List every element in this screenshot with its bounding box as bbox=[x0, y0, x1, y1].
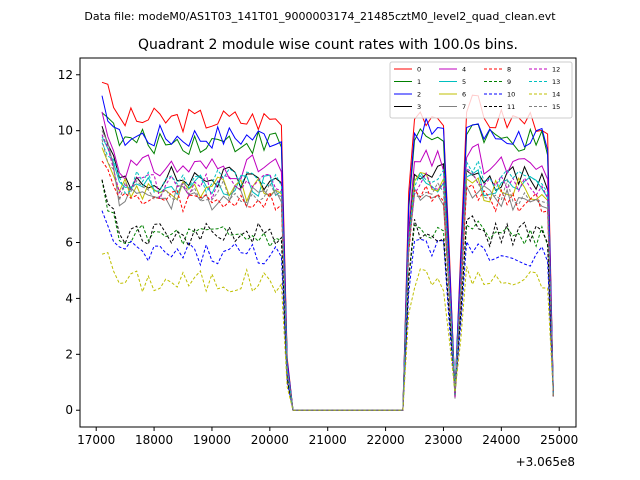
legend-label-11: 11 bbox=[507, 103, 515, 111]
series-line-0 bbox=[101, 81, 554, 411]
x-tick-label: 23000 bbox=[424, 433, 462, 447]
legend-label-6: 6 bbox=[462, 91, 466, 99]
series-line-3 bbox=[101, 125, 554, 411]
legend-label-0: 0 bbox=[417, 66, 421, 74]
series-line-2 bbox=[101, 95, 554, 411]
y-axis: 0 2 4 6 8 10 12 bbox=[58, 68, 80, 417]
x-tick-label: 21000 bbox=[309, 433, 347, 447]
x-offset-label: +3.065e8 bbox=[516, 455, 575, 469]
x-tick-label: 24000 bbox=[482, 433, 520, 447]
series-line-14 bbox=[101, 251, 554, 411]
x-tick-label: 18000 bbox=[135, 433, 173, 447]
y-tick-label: 12 bbox=[58, 68, 73, 82]
y-tick-label: 4 bbox=[65, 291, 73, 305]
series-line-4 bbox=[101, 111, 554, 411]
series-line-12 bbox=[101, 134, 554, 411]
x-tick-label: 17000 bbox=[77, 433, 115, 447]
plot-area bbox=[101, 81, 554, 411]
legend-label-9: 9 bbox=[507, 78, 511, 86]
legend-label-14: 14 bbox=[552, 91, 560, 99]
y-tick-label: 6 bbox=[65, 236, 73, 250]
legend-label-2: 2 bbox=[417, 91, 421, 99]
y-tick-label: 2 bbox=[65, 347, 73, 361]
series-line-11 bbox=[101, 179, 554, 411]
legend-label-4: 4 bbox=[462, 66, 466, 74]
x-tick-label: 19000 bbox=[193, 433, 231, 447]
series-line-15 bbox=[101, 139, 554, 411]
legend-label-7: 7 bbox=[462, 103, 466, 111]
y-tick-label: 0 bbox=[65, 403, 73, 417]
legend-label-15: 15 bbox=[552, 103, 560, 111]
y-tick-label: 8 bbox=[65, 180, 73, 194]
legend-box bbox=[389, 61, 573, 119]
series-line-8 bbox=[101, 160, 554, 411]
x-tick-label: 22000 bbox=[366, 433, 404, 447]
x-tick-label: 25000 bbox=[540, 433, 578, 447]
chart-title: Quadrant 2 module wise count rates with … bbox=[138, 37, 518, 53]
legend-label-13: 13 bbox=[552, 78, 560, 86]
legend-label-10: 10 bbox=[507, 91, 515, 99]
series-line-13 bbox=[101, 142, 554, 411]
y-tick-label: 10 bbox=[58, 124, 73, 138]
figure-suptitle: Data file: modeM0/AS1T03_141T01_90000031… bbox=[84, 10, 556, 23]
legend-label-8: 8 bbox=[507, 66, 511, 74]
legend-label-5: 5 bbox=[462, 78, 466, 86]
series-line-9 bbox=[101, 180, 554, 411]
x-tick-label: 20000 bbox=[251, 433, 289, 447]
series-line-10 bbox=[101, 210, 554, 411]
legend-label-1: 1 bbox=[417, 78, 421, 86]
legend-label-3: 3 bbox=[417, 103, 421, 111]
legend-label-12: 12 bbox=[552, 66, 560, 74]
series-line-1 bbox=[101, 112, 554, 411]
x-axis: 17000 18000 19000 20000 21000 22000 23000 24000… bbox=[77, 427, 578, 447]
